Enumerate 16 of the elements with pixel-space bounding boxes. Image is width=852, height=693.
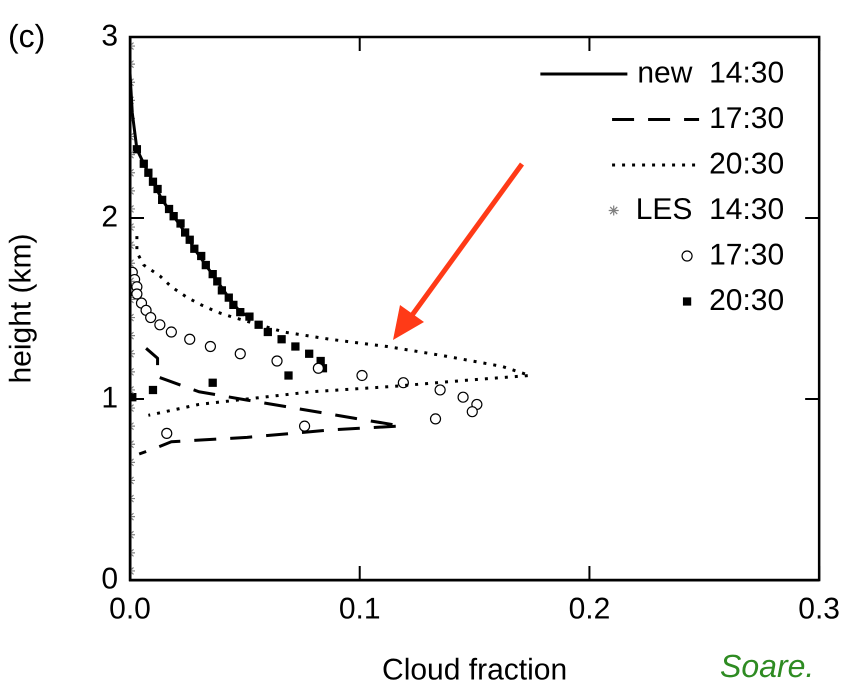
x-tick-label: 0.2 xyxy=(568,592,610,626)
legend-label: 17:30 xyxy=(709,238,784,272)
legend-label: 17:30 xyxy=(709,102,784,135)
text: (c) xyxy=(8,18,46,54)
x-tick-label: 0.1 xyxy=(338,592,381,626)
y-axis-title: height (km) xyxy=(4,233,38,384)
y-tick-label: 3 xyxy=(101,19,118,52)
legend-label: 20:30 xyxy=(709,284,784,317)
x-axis-title: Cloud fraction xyxy=(382,653,568,686)
legend-label: new 14:30 xyxy=(637,56,784,90)
y-tick-label: 2 xyxy=(101,200,118,234)
legend-label: LES 14:30 xyxy=(636,192,784,226)
y-tick-label: 1 xyxy=(101,381,118,414)
text: Soare. xyxy=(720,648,814,684)
legend-label: 20:30 xyxy=(709,147,784,180)
x-tick-label: 0.3 xyxy=(798,592,840,626)
